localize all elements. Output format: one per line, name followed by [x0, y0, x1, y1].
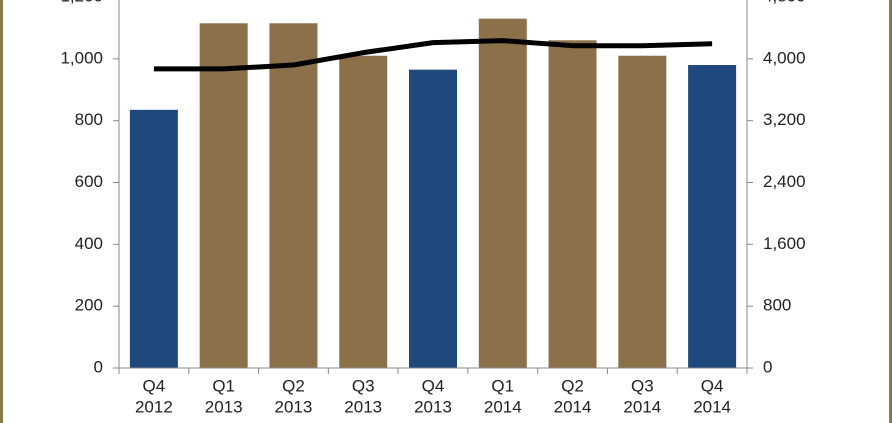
- bar: [618, 55, 667, 368]
- x-tick-label: Q4: [701, 376, 724, 395]
- x-tick-label: Q4: [143, 376, 166, 395]
- frame-left: [0, 0, 3, 423]
- y-tick-label: 600: [75, 172, 103, 191]
- y2-tick-label: 3,200: [763, 110, 806, 129]
- bar: [269, 23, 318, 368]
- bar: [688, 65, 737, 369]
- y-tick-label: 800: [75, 110, 103, 129]
- x-tick-label: 2012: [135, 397, 173, 416]
- bar: [478, 18, 527, 369]
- x-tick-label: Q2: [282, 376, 305, 395]
- y2-tick-label: 1,600: [763, 234, 806, 253]
- y-tick-label: 400: [75, 234, 103, 253]
- y-tick-label: 1,000: [60, 48, 103, 67]
- x-tick-label: Q2: [561, 376, 584, 395]
- bar: [339, 55, 388, 368]
- x-tick-label: 2014: [623, 397, 661, 416]
- y2-tick-label: 800: [763, 296, 791, 315]
- x-tick-label: Q1: [491, 376, 514, 395]
- x-tick-label: 2013: [344, 397, 382, 416]
- frame-right: [889, 0, 892, 423]
- x-tick-label: 2014: [693, 397, 731, 416]
- y-tick-label: 0: [94, 357, 103, 376]
- y-tick-label: 200: [75, 296, 103, 315]
- x-tick-label: 2013: [414, 397, 452, 416]
- y-tick-label: 1,200: [60, 0, 103, 5]
- y2-tick-label: 2,400: [763, 172, 806, 191]
- x-tick-label: Q3: [352, 376, 375, 395]
- x-tick-label: Q4: [422, 376, 445, 395]
- x-tick-label: 2014: [554, 397, 592, 416]
- bar: [548, 40, 597, 369]
- x-tick-label: 2014: [484, 397, 522, 416]
- y2-tick-label: 4,000: [763, 48, 806, 67]
- bar: [129, 109, 178, 369]
- x-tick-label: Q1: [212, 376, 235, 395]
- x-tick-label: 2013: [205, 397, 243, 416]
- bar: [199, 23, 248, 368]
- line: [153, 38, 713, 72]
- y2-tick-label: 0: [763, 357, 772, 376]
- y2-tick-label: 4,800: [763, 0, 806, 5]
- bar: [409, 69, 457, 368]
- x-tick-label: 2013: [275, 397, 313, 416]
- x-tick-label: Q3: [631, 376, 654, 395]
